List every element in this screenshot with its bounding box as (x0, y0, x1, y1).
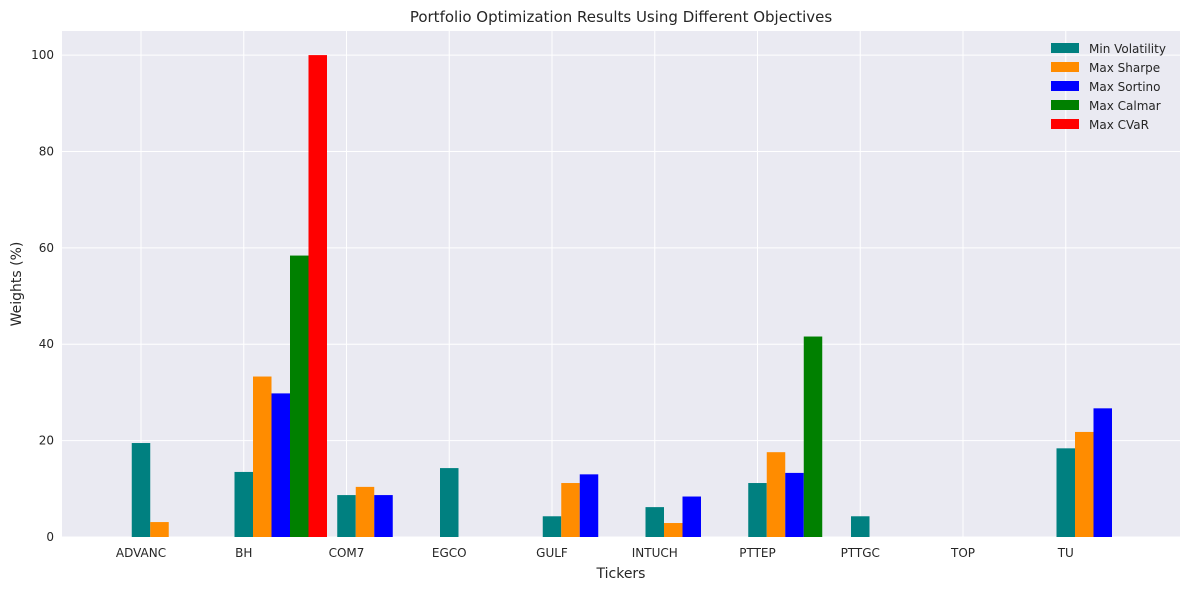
bar (290, 255, 309, 537)
x-tick-label: TOP (950, 546, 975, 560)
x-tick-label: TU (1057, 546, 1074, 560)
bar (355, 486, 375, 537)
legend-swatch (1051, 81, 1079, 91)
x-tick-label: INTUCH (632, 546, 678, 560)
bar (271, 393, 290, 537)
x-tick-label: COM7 (329, 546, 365, 560)
bar (1075, 431, 1094, 537)
y-tick-labels: 0 20 40 60 80 100 (31, 48, 54, 544)
bar (766, 452, 786, 537)
y-tick-label: 20 (39, 434, 54, 448)
chart-title: Portfolio Optimization Results Using Dif… (410, 8, 833, 26)
legend-label: Max Sortino (1089, 80, 1161, 94)
plot-background (62, 31, 1180, 537)
bar (803, 336, 823, 537)
legend-swatch (1051, 100, 1079, 110)
y-tick-label: 40 (39, 337, 54, 351)
bar (542, 516, 562, 537)
bar (150, 522, 169, 537)
bar (664, 523, 683, 537)
x-tick-labels: ADVANC BH COM7 EGCO GULF INTUCH PTTEP PTTGC TOP T… (116, 546, 1074, 560)
bar (682, 496, 701, 537)
bar (374, 495, 393, 537)
bar (851, 516, 870, 537)
legend-label: Max Calmar (1089, 99, 1161, 113)
bar (440, 468, 459, 537)
y-tick-label: 80 (39, 144, 54, 158)
y-tick-label: 60 (39, 241, 54, 255)
x-tick-label: PTTEP (739, 546, 776, 560)
x-tick-label: PTTGC (841, 546, 880, 560)
legend-label: Min Volatility (1089, 42, 1166, 56)
bar (1056, 448, 1075, 537)
bar (308, 55, 327, 537)
x-axis-label: Tickers (596, 566, 646, 582)
y-tick-label: 100 (31, 48, 54, 62)
bar (131, 443, 151, 537)
grid-lines (62, 31, 1180, 538)
y-axis-label: Weights (%) (9, 242, 25, 327)
bar (785, 472, 804, 537)
legend-swatch (1051, 119, 1079, 129)
bar (645, 507, 664, 537)
bar (561, 483, 580, 537)
x-tick-label: EGCO (432, 546, 467, 560)
x-tick-label: BH (235, 546, 252, 560)
legend-swatch (1051, 43, 1079, 53)
legend-label: Max Sharpe (1089, 61, 1160, 75)
bar (579, 474, 599, 537)
bar (253, 376, 272, 537)
bar (748, 483, 767, 537)
bar (337, 495, 356, 537)
x-tick-label: GULF (536, 546, 568, 560)
bar (1093, 408, 1112, 537)
legend: Min Volatility Max Sharpe Max Sortino Max C… (1051, 42, 1166, 132)
x-tick-label: ADVANC (116, 546, 166, 560)
bar (234, 471, 253, 537)
y-tick-label: 0 (46, 530, 54, 544)
legend-swatch (1051, 62, 1079, 72)
legend-label: Max CVaR (1089, 118, 1149, 132)
bars (131, 55, 1112, 537)
